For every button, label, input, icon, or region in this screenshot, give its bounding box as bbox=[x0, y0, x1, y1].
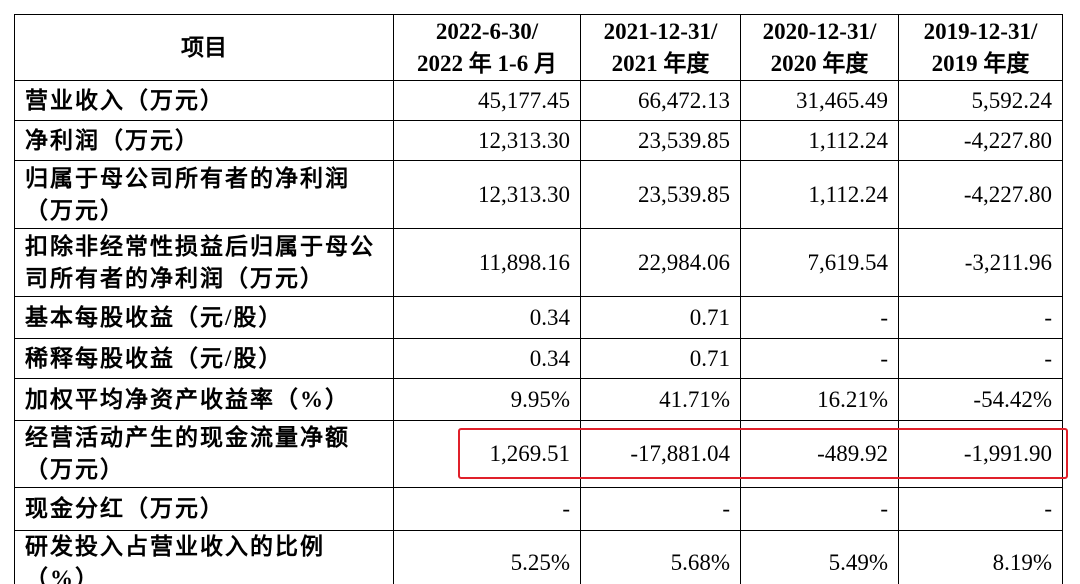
row-label: 扣除非经常性损益后归属于母公司所有者的净利润（万元） bbox=[14, 228, 394, 297]
row-label: 现金分红（万元） bbox=[14, 487, 394, 531]
value-cell: 1,112.24 bbox=[740, 160, 899, 229]
value-cell: 1,112.24 bbox=[740, 120, 899, 161]
financial-table: 项目 2022-6-30/2022 年 1-6 月 2021-12-31/2021 … bbox=[14, 14, 1063, 584]
value-cell: 11,898.16 bbox=[393, 228, 581, 297]
value-cell: - bbox=[740, 296, 899, 339]
value-cell: 41.71% bbox=[580, 378, 741, 421]
value-cell: -489.92 bbox=[740, 420, 899, 488]
value-cell: - bbox=[740, 487, 899, 531]
value-cell: 66,472.13 bbox=[580, 80, 741, 121]
value-cell: 5,592.24 bbox=[898, 80, 1063, 121]
table-row: 营业收入（万元） 45,177.45 66,472.13 31,465.49 5,592… bbox=[14, 80, 1063, 121]
value-cell: -4,227.80 bbox=[898, 120, 1063, 161]
value-cell: 23,539.85 bbox=[580, 120, 741, 161]
value-cell: 12,313.30 bbox=[393, 120, 581, 161]
table-row: 归属于母公司所有者的净利润（万元） 12,313.30 23,539.85 1,112… bbox=[14, 160, 1063, 229]
value-cell: - bbox=[580, 487, 741, 531]
row-label: 归属于母公司所有者的净利润（万元） bbox=[14, 160, 394, 229]
table-row: 现金分红（万元） - - - - bbox=[14, 487, 1063, 531]
header-line: 2020 年度 bbox=[770, 50, 869, 76]
table-row: 经营活动产生的现金流量净额（万元） 1,269.51 -17,881.04 -489.… bbox=[14, 420, 1063, 488]
table-row: 加权平均净资产收益率（%） 9.95% 41.71% 16.21% -54.42% bbox=[14, 378, 1063, 421]
value-cell: - bbox=[898, 338, 1063, 379]
header-line: 2019-12-31/ bbox=[923, 18, 1038, 44]
table-row: 扣除非经常性损益后归属于母公司所有者的净利润（万元） 11,898.16 22,98… bbox=[14, 228, 1063, 297]
header-cell: 2021-12-31/2021 年度 bbox=[580, 14, 741, 81]
table-row: 稀释每股收益（元/股） 0.34 0.71- - bbox=[14, 338, 1063, 379]
table-row: 研发投入占营业收入的比例（%） 5.25% 5.68% 5.49% 8.19% bbox=[14, 530, 1063, 584]
header-line: 2021 年度 bbox=[611, 50, 710, 76]
value-cell: 31,465.49 bbox=[740, 80, 899, 121]
value-cell: - bbox=[898, 487, 1063, 531]
value-cell: 5.68% bbox=[580, 530, 741, 584]
header-cell: 2022-6-30/2022 年 1-6 月 bbox=[393, 14, 581, 81]
value-cell: 0.34 bbox=[393, 338, 581, 379]
header-line: 2022 年 1-6 月 bbox=[417, 50, 557, 76]
value-cell: - bbox=[740, 338, 899, 379]
value-cell: -3,211.96 bbox=[898, 228, 1063, 297]
header-line: 2022-6-30/ bbox=[435, 18, 539, 44]
value-cell: 5.25% bbox=[393, 530, 581, 584]
value-cell: 12,313.30 bbox=[393, 160, 581, 229]
header-cell: 2020-12-31/2020 年度 bbox=[740, 14, 899, 81]
row-label: 经营活动产生的现金流量净额（万元） bbox=[14, 420, 394, 488]
header-row: 项目 2022-6-30/2022 年 1-6 月 2021-12-31/2021 … bbox=[14, 14, 1063, 81]
value-cell: 0.34 bbox=[393, 296, 581, 339]
highlight-box bbox=[458, 428, 1068, 479]
value-cell: 16.21% bbox=[740, 378, 899, 421]
value-cell: 22,984.06 bbox=[580, 228, 741, 297]
value-cell: - bbox=[898, 296, 1063, 339]
value-cell: - bbox=[393, 487, 581, 531]
header-line: 2020-12-31/ bbox=[762, 18, 877, 44]
value-cell: 0.71 bbox=[580, 296, 741, 339]
row-label: 净利润（万元） bbox=[14, 120, 394, 161]
value-cell: 9.95% bbox=[393, 378, 581, 421]
value-cell: 45,177.45 bbox=[393, 80, 581, 121]
header-line: 2021-12-31/ bbox=[603, 18, 718, 44]
row-label: 稀释每股收益（元/股） bbox=[14, 338, 394, 379]
row-label: 基本每股收益（元/股） bbox=[14, 296, 394, 339]
header-line: 2019 年度 bbox=[931, 50, 1030, 76]
row-label: 加权平均净资产收益率（%） bbox=[14, 378, 394, 421]
row-label: 营业收入（万元） bbox=[14, 80, 394, 121]
value-cell: -4,227.80 bbox=[898, 160, 1063, 229]
value-cell: 5.49% bbox=[740, 530, 899, 584]
row-label: 研发投入占营业收入的比例（%） bbox=[14, 530, 394, 584]
value-cell: -1,991.90 bbox=[898, 420, 1063, 488]
header-line: 项目 bbox=[181, 34, 227, 60]
value-cell: -54.42% bbox=[898, 378, 1063, 421]
value-cell: 7,619.54 bbox=[740, 228, 899, 297]
table-row: 净利润（万元） 12,313.30 23,539.85 1,112.24 -4,227.… bbox=[14, 120, 1063, 161]
table-row: 基本每股收益（元/股） 0.34 0.71- - bbox=[14, 296, 1063, 339]
header-cell: 项目 bbox=[14, 14, 394, 81]
header-cell: 2019-12-31/2019 年度 bbox=[898, 14, 1063, 81]
value-cell: 23,539.85 bbox=[580, 160, 741, 229]
value-cell: -17,881.04 bbox=[580, 420, 741, 488]
value-cell: 0.71 bbox=[580, 338, 741, 379]
value-cell: 8.19% bbox=[898, 530, 1063, 584]
